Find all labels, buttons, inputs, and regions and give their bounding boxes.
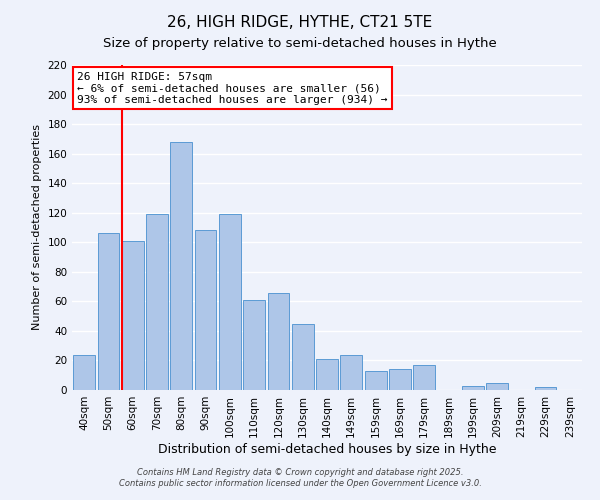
Text: 26 HIGH RIDGE: 57sqm
← 6% of semi-detached houses are smaller (56)
93% of semi-d: 26 HIGH RIDGE: 57sqm ← 6% of semi-detach… [77, 72, 388, 104]
Bar [243, 300, 265, 390]
Text: Size of property relative to semi-detached houses in Hythe: Size of property relative to semi-detach… [103, 38, 497, 51]
Bar [170, 142, 192, 390]
Bar [97, 234, 119, 390]
Bar [122, 241, 143, 390]
Bar [146, 214, 168, 390]
Bar [73, 354, 95, 390]
Bar [268, 292, 289, 390]
Bar [486, 382, 508, 390]
Y-axis label: Number of semi-detached properties: Number of semi-detached properties [32, 124, 42, 330]
X-axis label: Distribution of semi-detached houses by size in Hythe: Distribution of semi-detached houses by … [158, 442, 496, 456]
Bar [389, 370, 411, 390]
Bar [365, 371, 386, 390]
Bar [535, 387, 556, 390]
Bar [413, 365, 435, 390]
Bar [219, 214, 241, 390]
Bar [462, 386, 484, 390]
Bar [340, 354, 362, 390]
Text: Contains HM Land Registry data © Crown copyright and database right 2025.
Contai: Contains HM Land Registry data © Crown c… [119, 468, 481, 487]
Text: 26, HIGH RIDGE, HYTHE, CT21 5TE: 26, HIGH RIDGE, HYTHE, CT21 5TE [167, 15, 433, 30]
Bar [194, 230, 217, 390]
Bar [316, 359, 338, 390]
Bar [292, 324, 314, 390]
